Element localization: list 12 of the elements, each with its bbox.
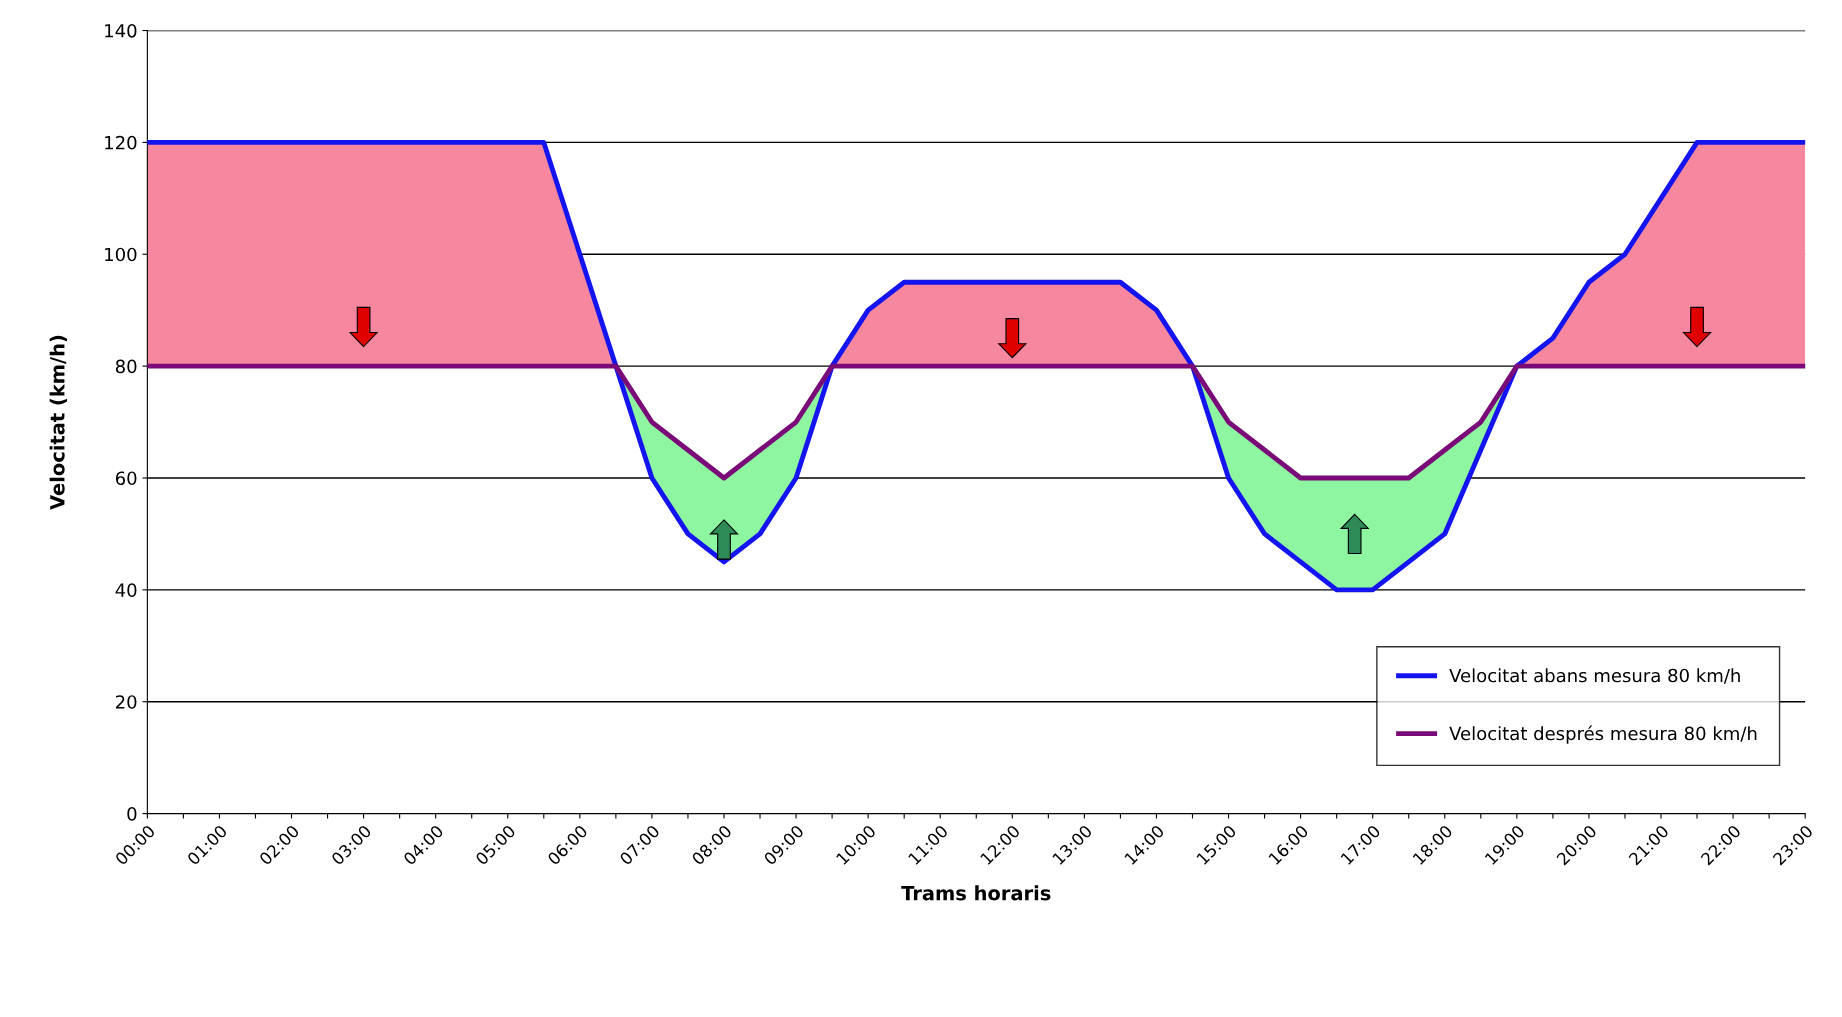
y-tick-label: 20 xyxy=(115,695,137,709)
y-tick-label: 0 xyxy=(127,807,137,821)
y-tick-label: 60 xyxy=(115,471,137,486)
y-tick-label: 100 xyxy=(105,247,137,262)
y-tick-label: 80 xyxy=(115,359,137,374)
x-axis-title: Trams horaris xyxy=(901,885,1051,901)
legend-label: Velocitat després mesura 80 km/h xyxy=(1449,725,1757,744)
y-axis-title: Velocitat (km/h) xyxy=(49,335,67,510)
y-tick-label: 40 xyxy=(115,583,137,597)
legend-label: Velocitat abans mesura 80 km/h xyxy=(1449,668,1740,684)
y-tick-label: 120 xyxy=(105,135,137,150)
y-tick-label: 140 xyxy=(105,23,137,38)
